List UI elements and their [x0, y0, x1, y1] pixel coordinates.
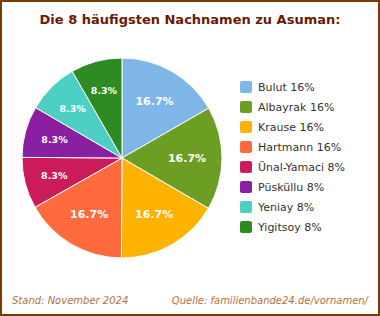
data-labels: 16.7% 16.7% 16.7% 16.7% 8.3% 8.3% 8.3% 8.3% — [41, 85, 206, 221]
legend-label: Bulut 16% — [258, 81, 315, 94]
legend-swatch — [240, 81, 252, 93]
pie — [22, 58, 222, 258]
legend-label: Yeniay 8% — [257, 201, 314, 214]
legend-swatch — [240, 121, 252, 133]
legend-label: Albayrak 16% — [258, 101, 334, 114]
legend-swatch — [240, 221, 252, 233]
legend-label: Püsküllu 8% — [258, 181, 324, 194]
data-label: 16.7% — [70, 208, 108, 221]
title: Die 8 häufigsten Nachnamen zu Asuman: — [40, 12, 341, 27]
legend-swatch — [240, 101, 252, 113]
chart-container: Die 8 häufigsten Nachnamen zu Asuman: 16.… — [0, 0, 380, 316]
legend-label: Hartmann 16% — [258, 141, 341, 154]
legend-label: Yigitsoy 8% — [257, 221, 322, 234]
legend: Bulut 16% Albayrak 16% Krause 16% Hartmann … — [240, 81, 345, 234]
data-label: 8.3% — [59, 103, 86, 114]
legend-swatch — [240, 181, 252, 193]
legend-label: Krause 16% — [258, 121, 324, 134]
chart: Die 8 häufigsten Nachnamen zu Asuman: 16.… — [0, 0, 380, 316]
pie-slice — [22, 157, 122, 207]
data-label: 8.3% — [41, 170, 68, 181]
data-label: 16.7% — [168, 152, 206, 165]
footer-note: Quelle: familienbande24.de/vornamen/ — [172, 295, 370, 306]
legend-label: Ünal-Yamaci 8% — [258, 161, 345, 174]
legend-swatch — [240, 141, 252, 153]
data-label: 8.3% — [91, 85, 118, 96]
data-label: 16.7% — [135, 208, 173, 221]
border — [1, 1, 379, 315]
pie-slice — [121, 158, 208, 258]
footer-note: Stand: November 2024 — [12, 295, 128, 306]
legend-swatch — [240, 201, 252, 213]
legend-swatch — [240, 161, 252, 173]
data-label: 8.3% — [41, 134, 68, 145]
data-label: 16.7% — [135, 95, 173, 108]
